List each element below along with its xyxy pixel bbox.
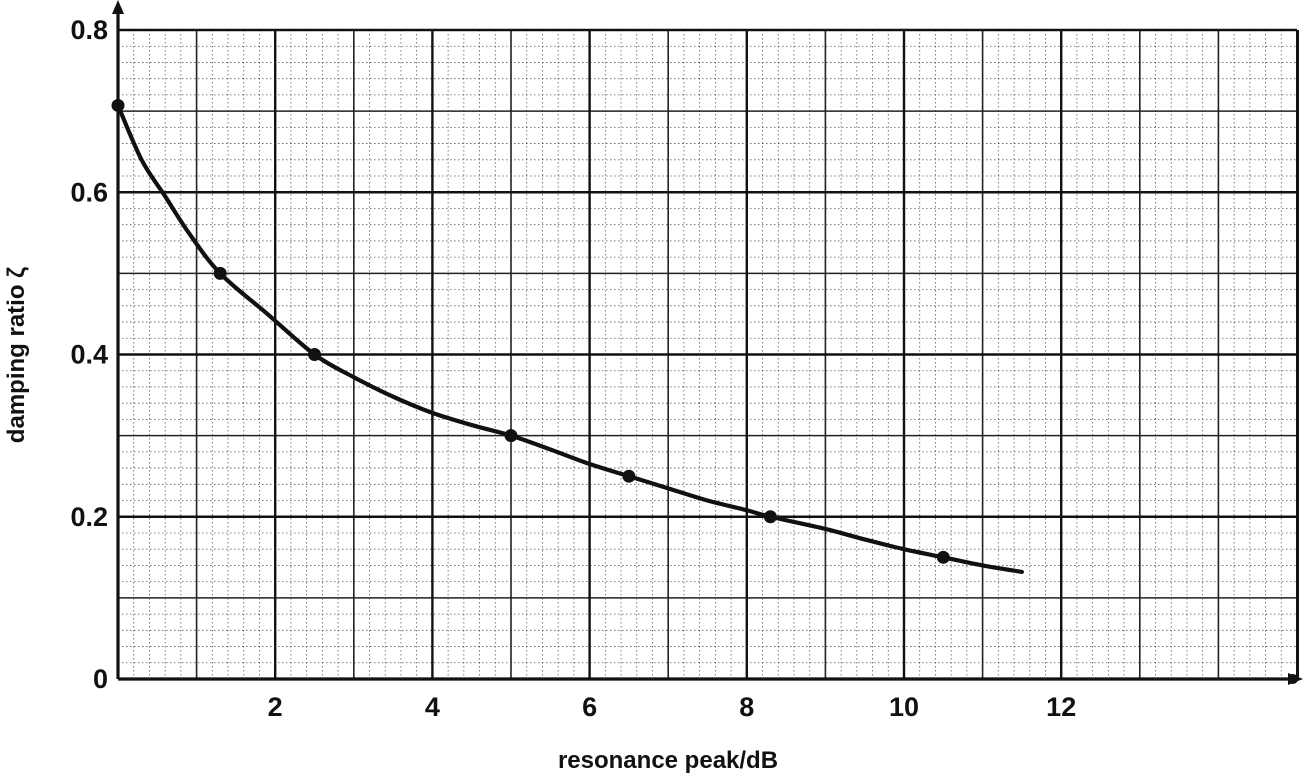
data-point [763,510,777,524]
y-tick-label: 0 [93,664,108,694]
y-tick-label: 0.2 [70,502,108,532]
x-axis-end-dot [1288,674,1298,684]
tick-labels: 2 4 6 8 10 12 0 0.2 0.4 0.6 0.8 [70,15,1076,722]
y-tick-label: 0.8 [70,15,108,45]
x-tick-label: 8 [739,692,754,722]
data-point [622,469,636,483]
x-tick-label: 6 [582,692,597,722]
y-tick-label: 0.6 [70,177,108,207]
data-point [936,550,950,564]
x-tick-label: 10 [889,692,919,722]
axes [112,0,1303,685]
x-axis-label: resonance peak/dB [558,747,778,774]
plot-right-border [1296,30,1299,679]
data-point [504,429,518,443]
data-markers [111,98,950,564]
y-axis-label: damping ratio ζ [3,267,30,443]
x-tick-label: 2 [268,692,283,722]
y-axis-arrow [112,0,124,14]
data-point [308,348,321,361]
x-tick-label: 12 [1046,692,1076,722]
data-point [213,266,227,280]
damping-curve-layer [115,103,1024,575]
data-point [111,98,125,112]
x-tick-label: 4 [425,692,440,722]
y-tick-label: 0.4 [70,340,108,370]
damping-curve [115,103,1024,575]
